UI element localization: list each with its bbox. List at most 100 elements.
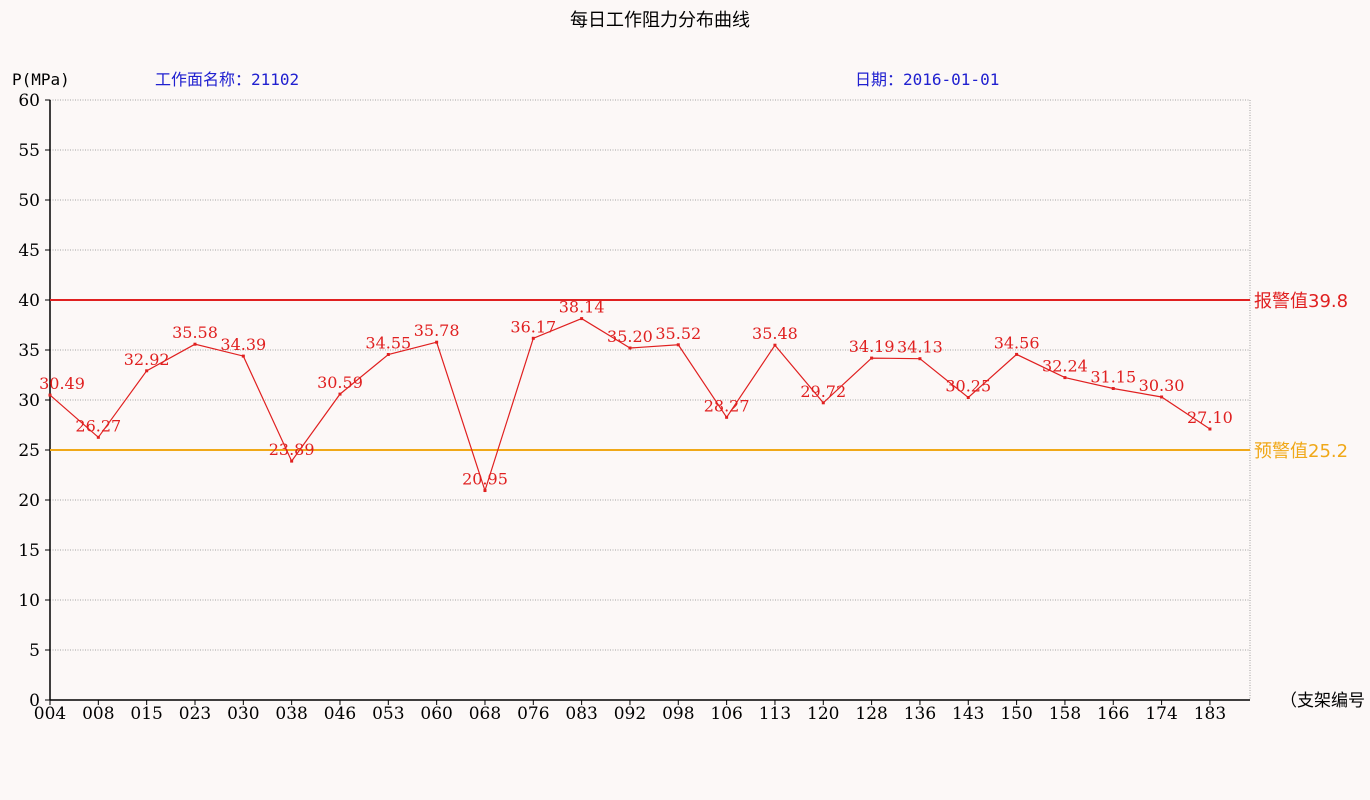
workface-label: 工作面名称：21102 bbox=[155, 70, 299, 89]
data-point bbox=[580, 317, 584, 321]
data-label: 32.24 bbox=[1042, 357, 1088, 376]
series-line bbox=[48, 317, 1212, 493]
data-point bbox=[918, 357, 922, 361]
data-point bbox=[483, 489, 487, 492]
x-tick-label: 053 bbox=[372, 704, 404, 724]
data-point bbox=[193, 342, 197, 346]
y-tick-label: 25 bbox=[18, 441, 40, 461]
data-point bbox=[48, 393, 52, 397]
y-tick-label: 45 bbox=[18, 241, 40, 261]
data-point bbox=[386, 353, 390, 356]
data-point bbox=[1160, 395, 1164, 399]
x-tick-label: 076 bbox=[517, 704, 549, 724]
data-point bbox=[773, 343, 777, 347]
data-point bbox=[241, 354, 245, 358]
data-label: 30.30 bbox=[1139, 376, 1185, 395]
tick-labels: 0 5 10 15 20 25 30 35 40 45 50 55 60 004 008 015 023 030 0… bbox=[18, 91, 1226, 724]
x-tick-label: 092 bbox=[614, 704, 646, 724]
x-tick-label: 136 bbox=[904, 704, 936, 724]
y-tick-label: 15 bbox=[18, 541, 40, 561]
data-point bbox=[821, 401, 825, 405]
x-tick-label: 106 bbox=[710, 704, 742, 724]
grid-lines bbox=[50, 99, 1251, 700]
data-point bbox=[628, 346, 632, 350]
x-tick-label: 143 bbox=[952, 704, 984, 724]
x-tick-label: 174 bbox=[1145, 704, 1177, 724]
x-tick-label: 015 bbox=[130, 704, 162, 724]
x-tick-label: 113 bbox=[759, 704, 791, 724]
data-point bbox=[1208, 427, 1212, 431]
data-point bbox=[290, 459, 294, 463]
data-point bbox=[725, 415, 729, 419]
data-label: 36.17 bbox=[510, 317, 556, 336]
x-tick-label: 083 bbox=[565, 704, 597, 724]
data-label: 31.15 bbox=[1090, 368, 1136, 387]
y-tick-label: 55 bbox=[18, 141, 40, 161]
x-tick-label: 098 bbox=[662, 704, 694, 724]
data-label: 29.72 bbox=[800, 382, 846, 401]
data-point bbox=[1063, 376, 1067, 380]
data-point bbox=[966, 396, 970, 399]
data-label: 34.39 bbox=[220, 335, 266, 354]
data-label: 34.13 bbox=[897, 338, 943, 357]
threshold-lines: 报警值39.8 预警值25.2 bbox=[50, 291, 1348, 462]
x-tick-label: 166 bbox=[1097, 704, 1129, 724]
data-label: 23.89 bbox=[269, 440, 315, 459]
data-label: 34.19 bbox=[849, 337, 895, 356]
y-tick-label: 0 bbox=[29, 691, 40, 711]
x-tick-label: 183 bbox=[1194, 704, 1226, 724]
x-tick-label: 060 bbox=[420, 704, 452, 724]
data-label: 30.49 bbox=[39, 374, 85, 393]
data-label: 30.59 bbox=[317, 373, 363, 392]
data-label: 26.27 bbox=[75, 416, 121, 435]
data-label: 34.56 bbox=[994, 333, 1040, 352]
data-point bbox=[145, 369, 149, 373]
x-tick-label: 030 bbox=[227, 704, 259, 724]
x-tick-label: 038 bbox=[275, 704, 307, 724]
x-tick-label: 150 bbox=[1000, 704, 1032, 724]
x-tick-label: 068 bbox=[469, 704, 501, 724]
data-label: 35.78 bbox=[414, 321, 460, 340]
data-point bbox=[1015, 352, 1019, 356]
y-tick-label: 40 bbox=[18, 291, 40, 311]
x-tick-label: 128 bbox=[855, 704, 887, 724]
date-label: 日期：2016-01-01 bbox=[855, 70, 999, 89]
y-tick-label: 50 bbox=[18, 191, 40, 211]
data-point bbox=[1111, 387, 1115, 390]
data-label: 38.14 bbox=[559, 298, 605, 317]
x-tick-label: 158 bbox=[1049, 704, 1081, 724]
data-label: 30.25 bbox=[945, 377, 991, 396]
data-label: 32.92 bbox=[124, 350, 170, 369]
unit-label: P(MPa) bbox=[12, 70, 70, 89]
data-point bbox=[96, 435, 100, 439]
data-point bbox=[435, 340, 439, 344]
x-tick-label: 004 bbox=[34, 704, 66, 724]
x-tick-label: 120 bbox=[807, 704, 839, 724]
chart-title: 每日工作阻力分布曲线 bbox=[570, 10, 750, 31]
y-tick-label: 35 bbox=[18, 341, 40, 361]
x-axis-label: （支架编号 bbox=[1280, 691, 1365, 711]
x-tick-label: 046 bbox=[324, 704, 356, 724]
data-label: 35.20 bbox=[607, 327, 653, 346]
threshold-label: 报警值39.8 bbox=[1254, 291, 1348, 312]
data-label: 35.52 bbox=[655, 324, 701, 343]
y-tick-label: 60 bbox=[18, 91, 40, 111]
data-point bbox=[870, 356, 874, 360]
y-tick-label: 30 bbox=[18, 391, 40, 411]
data-point bbox=[531, 336, 535, 340]
y-tick-label: 20 bbox=[18, 491, 40, 511]
threshold-label: 预警值25.2 bbox=[1254, 441, 1348, 462]
data-label: 35.58 bbox=[172, 323, 218, 342]
y-tick-label: 5 bbox=[29, 641, 40, 661]
data-point bbox=[676, 343, 680, 347]
axes bbox=[45, 99, 1250, 705]
y-tick-label: 10 bbox=[18, 591, 40, 611]
data-label: 28.27 bbox=[704, 396, 750, 415]
data-label: 35.48 bbox=[752, 324, 798, 343]
data-label: 20.95 bbox=[462, 470, 508, 489]
x-tick-label: 023 bbox=[179, 704, 211, 724]
x-tick-label: 008 bbox=[82, 704, 114, 724]
data-label: 34.55 bbox=[365, 334, 411, 353]
